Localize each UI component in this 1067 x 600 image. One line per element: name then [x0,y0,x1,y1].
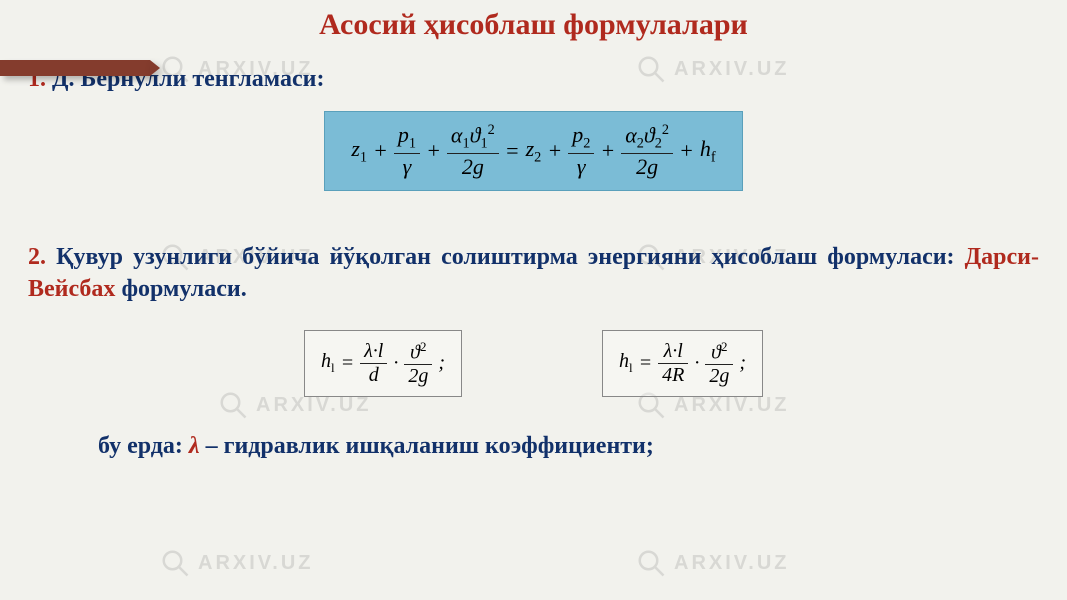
section-2-part1: Қувур узунлиги бўйича йўқолган солиштирм… [46,244,965,270]
section-1-heading: 1. Д. Бернулли тенгламаси: [28,66,1039,93]
accent-bar [0,60,150,76]
bernoulli-formula: z1 + p1 γ + α1ϑ12 2g = z2 + p2 γ + [324,111,742,191]
lambda-definition: бу ерда: λ – гидравлик ишқаланиш коэффиц… [98,433,1039,460]
darcy-formula-d: hl = λ·l d · ϑ2 2g ; [304,330,462,398]
page-title: Асосий ҳисоблаш формулалари [28,8,1039,42]
watermark: ARXIV.UZ [160,548,314,578]
section-2-heading: 2. Қувур узунлиги бўйича йўқолган солишт… [28,241,1039,306]
section-2-part2: формуласи. [115,276,246,302]
accent-arrow [150,60,160,76]
lambda-symbol: λ [189,433,200,459]
watermark: ARXIV.UZ [636,548,790,578]
darcy-formula-r: hl = λ·l 4R · ϑ2 2g ; [602,330,763,398]
section-2-number: 2. [28,244,46,270]
footer-suffix: – гидравлик ишқаланиш коэффициенти; [200,433,654,459]
footer-prefix: бу ерда: [98,433,189,459]
